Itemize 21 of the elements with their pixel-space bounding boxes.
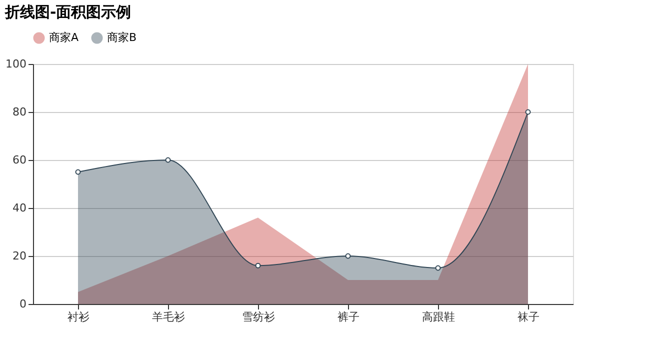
x-tick-label: 雪纺衫 (242, 310, 275, 324)
y-tick-label: 40 (12, 202, 26, 214)
legend-label: 商家B (107, 31, 137, 44)
y-tick-label: 0 (20, 298, 26, 310)
x-tick-label: 裤子 (338, 310, 360, 324)
y-tick-label: 100 (6, 58, 26, 70)
y-tick-label: 20 (12, 250, 26, 262)
point (525, 109, 531, 115)
point (345, 253, 351, 259)
chart-title: 折线图-面积图示例 (4, 3, 132, 21)
x-tick-label: 衬衫 (68, 310, 90, 324)
y-tick-label: 60 (12, 154, 26, 166)
point (435, 265, 441, 271)
legend-label: 商家A (49, 31, 79, 44)
x-tick-label: 高跟鞋 (422, 310, 455, 324)
y-tick-label: 80 (12, 106, 26, 118)
point (165, 157, 171, 163)
x-tick-label: 袜子 (518, 310, 540, 324)
point (75, 169, 81, 175)
x-tick-label: 羊毛衫 (152, 310, 185, 324)
point (255, 262, 261, 268)
